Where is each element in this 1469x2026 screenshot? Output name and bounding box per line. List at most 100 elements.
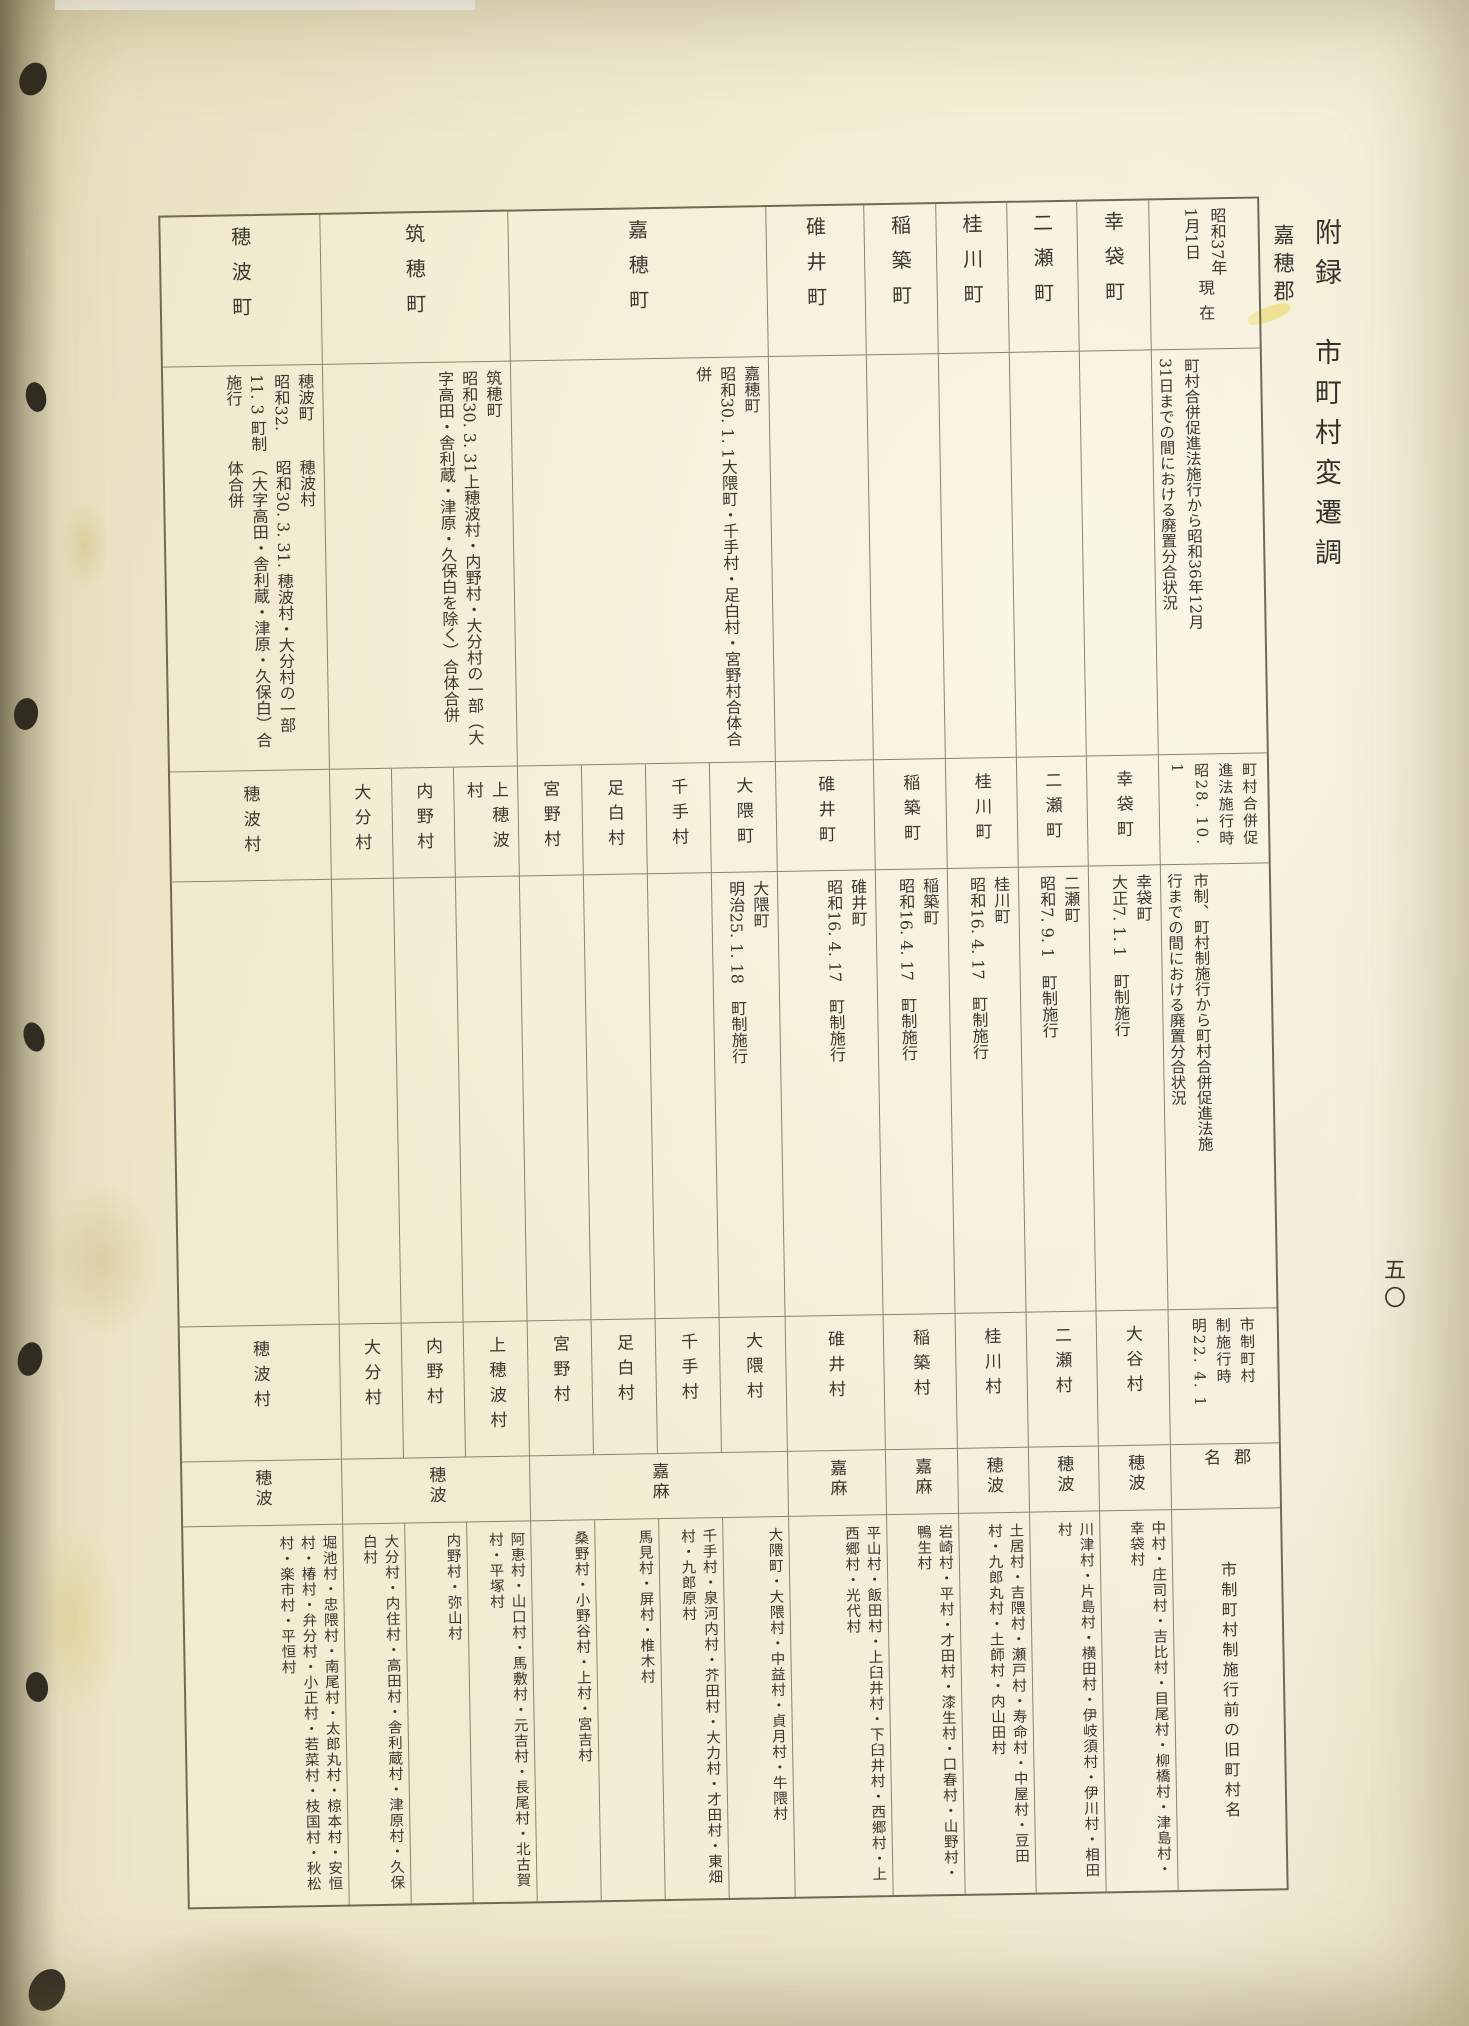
town-name: 桂川町 [958,213,985,319]
cell-old-villages: 千手村・泉河内村・芥田村・大力村・才田村・東畑村・九郎原村 [659,1518,730,1900]
cell-name-1953: 大隈町 [709,761,778,874]
cell-merger-1889-1953: 碓井町 昭和16. 4. 17 町制施行 [777,870,884,1317]
merger-entry: 嘉穂町 昭和30. 1. 1大隈町・千手村・足白村・宮野村合体合併 [517,365,769,757]
cell-merger-1953-1961 [866,354,946,761]
cell-merger-1953-1961: 穂波町 昭和32. 11. 3 町制施行 穂波村 昭和30. 3. 31. 穂波村・大… [162,364,330,773]
village-name: 宮野村 [539,779,561,856]
district-name: 穂波 [251,1468,272,1510]
district-name: 穂波 [1053,1454,1074,1496]
merger-entry: 桂川町 昭和16. 4. 17 町制施行 [954,876,1019,1305]
district-label: 嘉穂郡 [1271,224,1295,308]
cell-current-name: 稲築町 [864,204,939,356]
header-text: 市制町村制施行前の旧町村名 [1217,1561,1242,1822]
cell-empty [455,876,528,1323]
cell-name-1889: 宮野村 [527,1320,594,1457]
village-name: 碓井町 [814,774,836,851]
village-name: 足白村 [603,778,625,854]
cell-empty [583,874,656,1321]
paper-stain [60,500,110,590]
header-name-at-1889: 市制町村 制施行時 明22. 4. 1 [1168,1308,1279,1446]
cell-name-1953: 桂川町 [945,757,1019,869]
appendix-title: 附録 市町村変遷調 [1310,218,1341,578]
header-text: 現在 [1195,279,1216,330]
village-name: 大隈村 [741,1331,764,1407]
village-name: 二瀬町 [1041,770,1063,847]
cell-old-villages: 大分村・内住村・高田村・舎利蔵村・津原村・久保白村 [343,1523,412,1905]
cell-name-1889: 大分村 [339,1323,404,1460]
village-name: 二瀬村 [1050,1325,1073,1402]
cell-district: 穂波 [1028,1446,1101,1513]
old-village-list: 大分村・内住村・高田村・舎利蔵村・津原村・久保白村 [360,1533,405,1891]
merger-entry: 幸袋町 大正7. 1. 1 町制施行 [1095,873,1161,1302]
old-village-list: 川津村・片島村・横田村・伊岐須村・伊川村・相田村 [1055,1521,1100,1879]
old-village-list: 桑野村・小野谷村・上村・宮吉村 [572,1530,593,1764]
cell-name-1953: 碓井町 [775,760,876,872]
cell-name-1889: 穂波村 [179,1324,343,1463]
cell-district: 穂波 [182,1459,344,1528]
town-name: 筑穂町 [401,223,428,329]
cell-merger-1889-1953: 大隈町 明治25. 1. 18 町制施行 [711,871,786,1319]
header-district-name: 郡 名 [1170,1443,1280,1511]
header-text: 町村合併促 進法施行時 昭28. 10. 1 [1167,761,1260,848]
entry-body: 昭和30. 1. 1大隈町・千手村・足白村・宮野村合体合併 [692,365,743,747]
town-name: 二瀬町 [1029,212,1056,318]
cell-name-1953: 二瀬町 [1016,756,1089,868]
header-text: 市制、町村制施行から町村合併促進法施 行までの間における廃置分合状況 [1164,872,1214,1152]
cell-name-1953: 足白村 [581,764,648,876]
village-name: 稲築町 [899,773,921,849]
cell-empty [519,875,592,1322]
village-name: 上穂波村 [484,1335,507,1437]
village-name: 千手村 [667,777,689,853]
cell-merger-1953-1961 [1009,351,1087,758]
old-village-list: 堀池村・忠隈村・南尾村・太郎丸村・椋本村・安恒村・椿村・弁分村・小正村・若菜村・… [277,1534,343,1892]
district-name: 嘉麻 [826,1458,847,1500]
village-name: 穂波村 [239,784,261,861]
town-name: 稲築町 [887,214,914,320]
district-name: 嘉麻 [648,1461,669,1503]
cell-current-name: 碓井町 [766,205,867,358]
old-village-list: 岩崎村・平村・才田村・漆生村・口春村・山野村・鴨生村 [914,1524,959,1881]
cell-name-1953: 宮野村 [517,765,584,877]
old-village-list: 大隈町・大隈村・中益村・貞月村・牛隈村 [766,1526,788,1822]
header-old-village-names: 市制町村制施行前の旧町村名 [1172,1508,1287,1890]
village-name: 上穂波村 [462,780,509,856]
cell-name-1953: 千手村 [645,763,712,875]
cell-name-1889: 碓井村 [785,1315,886,1452]
cell-name-1889: 千手村 [655,1318,722,1455]
entry-body: 昭和30. 3. 31. 穂波村・大分村の一部（大字高田・舎利蔵・津原・久保白）… [224,458,297,748]
merger-entry: 稲築町 昭和16. 4. 17 町制施行 [882,877,948,1306]
village-name: 大分村 [359,1337,382,1414]
district-name: 穂波 [982,1456,1004,1497]
header-mergers-1889-1953: 市制、町村制施行から町村合併促進法施 行までの間における廃置分合状況 [1160,863,1277,1311]
cell-old-villages: 阿恵村・山口村・馬敷村・元吉村・長尾村・北古賀村・平塚村 [467,1521,538,1903]
cell-empty [393,877,464,1324]
cell-district: 穂波 [1098,1445,1173,1512]
header-name-at-1953: 町村合併促 進法施行時 昭28. 10. 1 [1158,753,1269,866]
cell-merger-1953-1961: 筑穂町 昭和30. 3. 31上穂波村・内野村・大分村の一部（大字高田・舎利蔵・津… [322,361,518,770]
village-name: 桂川村 [980,1327,1002,1403]
paper-stain [40,1180,160,1340]
entry-heading: 穂波村 [296,458,317,507]
header-mergers-1953-1961: 町村合併促進法施行から昭和36年12月 31日までの間における廃置分合状況 [1151,348,1267,756]
cell-merger-1953-1961: 嘉穂町 昭和30. 1. 1大隈町・千手村・足白村・宮野村合体合併 [510,357,776,767]
header-current-date: 昭和37年 1月1日 現在 [1149,198,1260,351]
cell-old-villages: 大隈町・大隈村・中益村・貞月村・牛隈村 [723,1516,796,1898]
binding-edge [0,0,58,2026]
village-name: 大隈町 [732,776,754,852]
cell-old-villages: 内野村・弥山村 [405,1522,474,1904]
header-text: 町村合併促進法施行から昭和36年12月 31日までの間における廃置分合状況 [1155,357,1205,630]
entry-body: 昭和32. 11. 3 町制施行 [223,373,292,452]
entry-body: 昭和30. 3. 31上穂波村・内野村・大分村の一部（大字高田・舎利蔵・津原・久… [435,370,485,746]
old-village-list: 土居村・吉隈村・瀬戸村・寿命村・中屋村・豆田村・九郎丸村・土師村・内山田村 [985,1522,1030,1865]
cell-old-villages: 中村・庄司村・吉比村・目尾村・柳橋村・津島村・幸袋村 [1100,1510,1179,1892]
cell-district: 嘉麻 [885,1448,960,1516]
cell-district: 穂波 [957,1447,1031,1514]
merger-entry: 筑穂町 昭和30. 3. 31上穂波村・内野村・大分村の一部（大字高田・舎利蔵・津… [329,370,511,761]
village-name: 穂波村 [248,1339,271,1416]
cell-old-villages: 堀池村・忠隈村・南尾村・太郎丸村・椋本村・安恒村・椿村・弁分村・小正村・若菜村・… [183,1524,350,1908]
cell-name-1889: 大隈村 [719,1316,788,1454]
village-name: 大分村 [350,783,372,859]
cell-name-1889: 上穂波村 [463,1321,530,1458]
village-name: 千手村 [676,1332,699,1408]
